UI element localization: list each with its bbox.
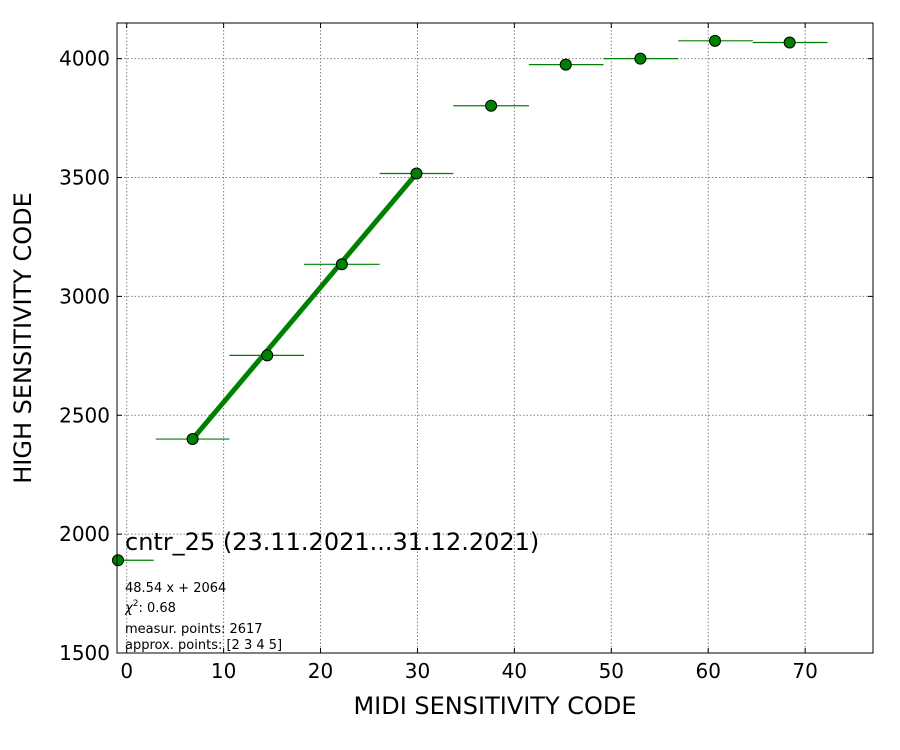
ticks-layer: 0 10 20 30 40 50 60 70 1500 2000 2500 3000 3500 4000	[59, 23, 873, 683]
y-tick-label: 3500	[59, 166, 110, 190]
plot-frame	[116, 22, 874, 654]
data-point	[111, 554, 124, 567]
chi-value: : 0.68	[138, 601, 175, 616]
fit-equation: 48.54 x + 2064	[125, 581, 226, 596]
x-tick-label: 10	[211, 659, 236, 683]
data-point	[783, 36, 796, 49]
y-tick-label: 2500	[59, 403, 110, 427]
grid-layer	[117, 23, 873, 653]
x-axis-label: MIDI SENSITIVITY CODE	[353, 692, 636, 720]
data-point	[186, 433, 199, 446]
x-tick-label: 70	[792, 659, 817, 683]
x-tick-label: 40	[502, 659, 527, 683]
x-tick-label: 0	[120, 659, 133, 683]
y-tick-label: 3000	[59, 284, 110, 308]
y-tick-label: 1500	[59, 641, 110, 665]
measured-points-text: measur. points: 2617	[125, 622, 263, 637]
chi-symbol: χ	[124, 601, 134, 616]
chi-superscript: 2	[133, 599, 139, 609]
chart-title: cntr_25 (23.11.2021...31.12.2021)	[125, 528, 539, 556]
x-tick-label: 30	[405, 659, 430, 683]
y-tick-label: 4000	[59, 47, 110, 71]
data-point	[559, 58, 572, 71]
data-point	[634, 52, 647, 65]
x-tick-label: 60	[696, 659, 721, 683]
x-tick-label: 50	[599, 659, 624, 683]
y-axis-label: HIGH SENSITIVITY CODE	[9, 192, 37, 484]
points-layer	[111, 34, 828, 567]
data-point	[485, 99, 498, 112]
fit-line	[190, 171, 419, 441]
approx-points-text: approx. points: [2 3 4 5]	[125, 638, 282, 653]
data-point	[335, 258, 348, 271]
data-point	[410, 167, 423, 180]
data-point	[261, 349, 274, 362]
data-point	[709, 34, 722, 47]
chi-squared-label: χ2: 0.68	[124, 599, 176, 616]
y-tick-label: 2000	[59, 522, 110, 546]
x-tick-label: 20	[308, 659, 333, 683]
fit-line-layer	[190, 171, 419, 441]
